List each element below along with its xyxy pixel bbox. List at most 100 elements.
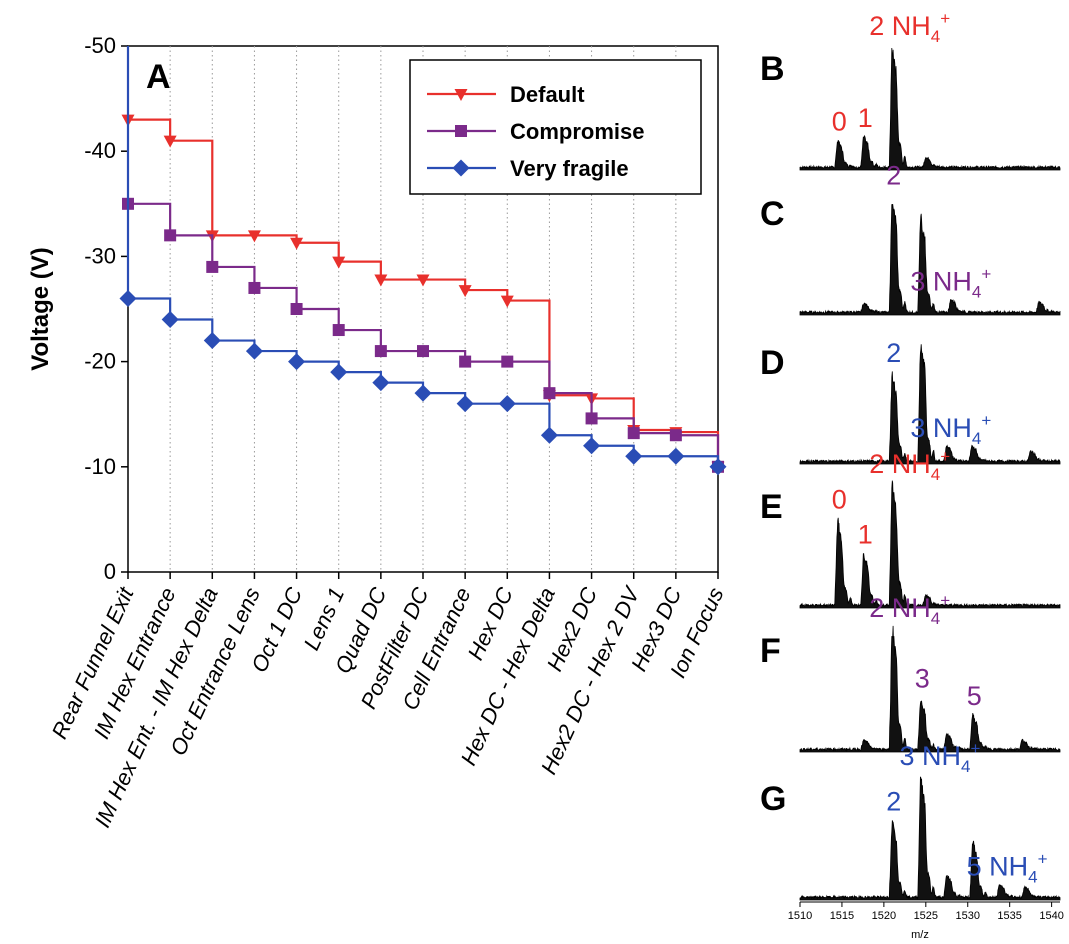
data-point (459, 355, 472, 368)
spectrum-b: B 0 1 2 NH4+ (760, 9, 1061, 171)
spectrum-d: D 2 3 NH4+ (760, 338, 1061, 465)
legend: Default Compromise Very fragile (409, 59, 702, 195)
peak-annotation: 3 NH4+ (910, 411, 991, 448)
y-tick-label: -10 (84, 454, 116, 479)
peak-annotation: 3 (915, 664, 930, 694)
spectrum-trace (799, 203, 1061, 316)
panel-label-a: A (146, 58, 171, 96)
data-point (455, 125, 467, 137)
peak-annotation: 0 (832, 485, 847, 515)
data-point (627, 427, 640, 440)
data-point (543, 387, 556, 400)
mz-axis: 1510 1515 1520 1525 1530 1535 1540 m/z (788, 901, 1064, 941)
data-point (498, 395, 516, 413)
data-point (247, 230, 261, 243)
data-point (374, 274, 388, 287)
series-line (126, 46, 720, 467)
data-point (585, 412, 598, 425)
data-point (500, 295, 514, 308)
peak-annotation: 3 NH4+ (910, 265, 991, 302)
panel-label: D (760, 344, 785, 382)
data-point (290, 303, 303, 315)
spectrum-trace (799, 625, 1061, 753)
data-point (332, 324, 345, 337)
peak-annotation: 1 (858, 103, 873, 133)
data-point (163, 135, 177, 148)
data-point (625, 447, 643, 465)
data-point (248, 281, 261, 294)
data-point (414, 384, 432, 402)
peak-annotation: 3 NH4+ (899, 739, 980, 776)
data-point (161, 311, 179, 329)
mass-spectra: B0 12 NH4+C23 NH4+D 23 NH4+E 012 NH4+F2 NH4… (760, 9, 1064, 941)
data-point (458, 285, 472, 298)
data-point (119, 289, 137, 307)
spectrum-g: G 2 3 NH4+ 5 NH4+ (760, 739, 1061, 901)
peak-annotation: 2 (886, 787, 901, 817)
panel-label: E (760, 488, 783, 526)
peak-annotation: 5 (967, 681, 982, 711)
data-point (540, 426, 558, 444)
panel-label: C (760, 195, 785, 233)
panel-label: F (760, 632, 781, 670)
mz-tick-label: 1530 (955, 910, 979, 922)
y-tick-label: -30 (84, 243, 116, 268)
y-tick-label: -20 (84, 349, 116, 374)
mz-tick-label: 1535 (997, 910, 1021, 922)
data-point (206, 260, 219, 273)
data-point (669, 429, 682, 442)
mz-tick-label: 1525 (914, 910, 938, 922)
peak-annotation: 0 (832, 107, 847, 137)
mz-axis-label: m/z (911, 929, 929, 941)
y-tick-label: 0 (104, 559, 116, 584)
legend-label: Very fragile (510, 156, 629, 181)
data-point (164, 229, 177, 242)
y-axis-label: Voltage (V) (27, 247, 54, 371)
panel-label: G (760, 780, 786, 818)
series-very-fragile (119, 46, 727, 476)
data-point (290, 237, 304, 250)
data-point (288, 353, 306, 371)
spectrum-trace (799, 776, 1061, 901)
peak-annotation: 2 (886, 160, 901, 190)
data-point (456, 395, 474, 413)
data-point (583, 437, 601, 455)
data-point (374, 345, 387, 358)
data-point (452, 159, 470, 177)
data-point (245, 342, 263, 360)
peak-annotation: 5 NH4+ (967, 850, 1048, 887)
peak-annotation: 2 NH4+ (869, 9, 950, 46)
spectrum-c: C 2 3 NH4+ (760, 160, 1061, 316)
mz-tick-label: 1515 (830, 910, 854, 922)
spectrum-f: F 2 NH4+ 3 5 (760, 591, 1061, 753)
data-point (416, 274, 430, 287)
series-group (119, 46, 727, 476)
data-point (417, 345, 429, 358)
panel-label: B (760, 50, 785, 88)
y-tick-label: -50 (84, 33, 116, 58)
peak-annotation: 1 (858, 520, 873, 550)
mz-tick-label: 1520 (872, 910, 896, 922)
peak-annotation: 2 NH4+ (869, 447, 950, 484)
data-point (709, 458, 727, 476)
legend-label: Default (510, 82, 585, 107)
spectrum-e: E 01 2 NH4+ (760, 447, 1061, 609)
peak-annotation: 2 (886, 338, 901, 368)
data-point (330, 363, 348, 381)
y-axis: -50 -40 -30 -20 -10 0 (84, 33, 128, 584)
mz-tick-label: 1540 (1039, 910, 1063, 922)
spectrum-trace (799, 480, 1061, 609)
data-point (372, 374, 390, 392)
data-point (667, 447, 685, 465)
mz-tick-label: 1510 (788, 910, 812, 922)
data-point (454, 89, 468, 101)
y-tick-label: -40 (84, 138, 116, 163)
spectrum-trace (799, 344, 1061, 465)
spectrum-trace (799, 47, 1061, 171)
data-point (332, 256, 346, 269)
legend-label: Compromise (510, 119, 644, 144)
data-point (203, 332, 221, 350)
